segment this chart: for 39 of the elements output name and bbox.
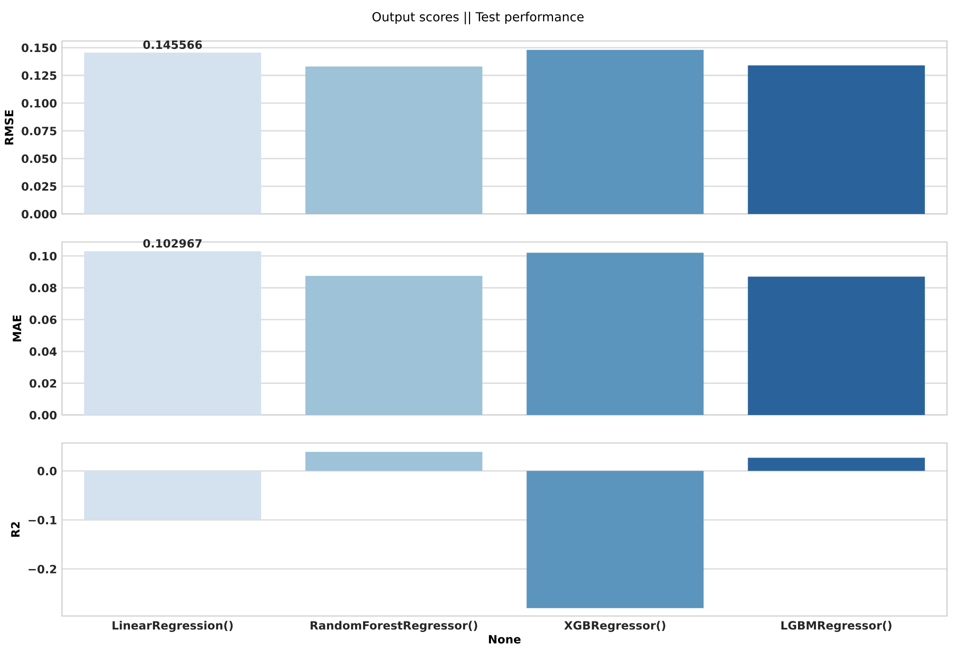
data-label: 0.145566 bbox=[143, 40, 202, 49]
y-tick-label: 0.125 bbox=[22, 71, 56, 80]
y-tick-label: 0.02 bbox=[30, 379, 56, 388]
bar bbox=[305, 276, 482, 415]
x-tick-label: LinearRegression() bbox=[112, 620, 233, 632]
y-tick-label: 0.04 bbox=[30, 347, 57, 356]
x-tick-label: XGBRegressor() bbox=[564, 620, 666, 632]
bar bbox=[84, 52, 262, 214]
y-tick-label: 0.025 bbox=[22, 182, 56, 191]
bar bbox=[748, 458, 925, 471]
bar bbox=[748, 65, 925, 214]
bar bbox=[305, 452, 482, 471]
bar bbox=[526, 252, 704, 415]
y-tick-label: 0.075 bbox=[22, 126, 56, 136]
y-tick-label: 0.06 bbox=[30, 315, 57, 324]
y-tick-label: 0.08 bbox=[30, 284, 56, 292]
bar bbox=[84, 251, 262, 415]
x-tick-label: RandomForestRegressor() bbox=[310, 620, 478, 632]
y-tick-label: 0.000 bbox=[22, 210, 57, 218]
y-tick-label: 0.150 bbox=[22, 44, 57, 52]
bar bbox=[84, 470, 262, 520]
y-tick-label: 0.0 bbox=[38, 466, 57, 476]
y-tick-label: 0.10 bbox=[30, 252, 57, 260]
y-tick-label: −0.1 bbox=[28, 516, 56, 524]
bar bbox=[748, 276, 925, 415]
bar bbox=[526, 50, 704, 214]
y-axis-title: MAE bbox=[12, 315, 22, 342]
y-axis-title: RMSE bbox=[4, 110, 14, 144]
bar bbox=[305, 66, 482, 214]
y-tick-label: 0.050 bbox=[22, 154, 57, 164]
data-label: 0.102967 bbox=[143, 239, 202, 248]
y-tick-label: 0.100 bbox=[22, 98, 57, 108]
y-axis-title: R2 bbox=[11, 522, 20, 537]
x-tick-label: LGBMRegressor() bbox=[781, 620, 892, 632]
y-tick-label: −0.2 bbox=[28, 564, 56, 574]
y-tick-label: 0.00 bbox=[30, 410, 57, 420]
bar bbox=[526, 470, 704, 608]
x-axis-title: None bbox=[488, 635, 521, 644]
chart-title: Output scores || Test performance bbox=[372, 12, 584, 24]
